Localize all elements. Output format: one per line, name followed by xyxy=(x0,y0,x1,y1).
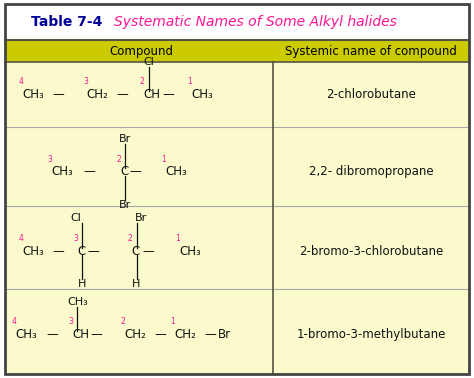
Text: 4: 4 xyxy=(19,234,24,243)
Text: CH₂: CH₂ xyxy=(125,328,146,341)
Text: —: — xyxy=(142,245,154,258)
Text: CH₃: CH₃ xyxy=(179,245,201,258)
Text: 2,2- dibromopropane: 2,2- dibromopropane xyxy=(309,166,433,178)
Text: 3: 3 xyxy=(73,234,78,243)
Text: CH₃: CH₃ xyxy=(16,328,37,341)
Text: 1: 1 xyxy=(171,317,175,326)
Text: —: — xyxy=(83,166,95,178)
Text: H: H xyxy=(132,279,141,289)
Text: —: — xyxy=(205,328,216,341)
Text: 3: 3 xyxy=(83,77,88,86)
Text: 4: 4 xyxy=(12,317,17,326)
Bar xyxy=(5,4,469,40)
Text: CH: CH xyxy=(144,88,161,101)
Text: —: — xyxy=(129,166,141,178)
Bar xyxy=(5,40,469,62)
Bar xyxy=(5,62,469,374)
Text: 1: 1 xyxy=(175,234,180,243)
Text: CH₂: CH₂ xyxy=(174,328,196,341)
Text: Table 7-4: Table 7-4 xyxy=(31,15,102,29)
Text: Systematic Names of Some Alkyl halides: Systematic Names of Some Alkyl halides xyxy=(114,15,397,29)
Text: —: — xyxy=(53,245,64,258)
Text: Br: Br xyxy=(218,328,231,341)
Text: —: — xyxy=(88,245,99,258)
Text: 2-chlorobutane: 2-chlorobutane xyxy=(326,88,416,101)
Text: —: — xyxy=(117,88,128,101)
Text: C: C xyxy=(77,245,85,258)
Text: 4: 4 xyxy=(19,77,24,86)
Text: —: — xyxy=(52,88,64,101)
Text: Br: Br xyxy=(118,134,131,144)
Text: 2-bromo-3-chlorobutane: 2-bromo-3-chlorobutane xyxy=(299,245,443,258)
Text: CH₃: CH₃ xyxy=(165,166,187,178)
Text: 3: 3 xyxy=(69,317,73,326)
Text: CH₂: CH₂ xyxy=(87,88,109,101)
Text: Compound: Compound xyxy=(109,45,173,57)
Text: Br: Br xyxy=(118,200,131,210)
Text: —: — xyxy=(91,328,102,341)
Text: 2: 2 xyxy=(116,155,121,164)
Text: 3: 3 xyxy=(47,155,52,164)
Text: CH: CH xyxy=(73,328,90,341)
Text: —: — xyxy=(163,88,174,101)
Text: Br: Br xyxy=(135,214,147,223)
Text: CH₃: CH₃ xyxy=(191,88,213,101)
Text: C: C xyxy=(120,166,128,178)
Text: —: — xyxy=(155,328,166,341)
Text: CH₃: CH₃ xyxy=(23,88,45,101)
Text: CH₃: CH₃ xyxy=(67,297,88,307)
Text: Cl: Cl xyxy=(144,57,155,67)
Text: CH₃: CH₃ xyxy=(23,245,45,258)
Text: 1-bromo-3-methylbutane: 1-bromo-3-methylbutane xyxy=(296,328,446,341)
Text: Systemic name of compound: Systemic name of compound xyxy=(285,45,457,57)
Text: 2: 2 xyxy=(140,77,145,86)
Text: 1: 1 xyxy=(161,155,166,164)
Text: —: — xyxy=(46,328,58,341)
Text: 2: 2 xyxy=(128,234,133,243)
Text: C: C xyxy=(132,245,140,258)
Text: 1: 1 xyxy=(187,77,192,86)
Text: H: H xyxy=(78,279,86,289)
Text: Cl: Cl xyxy=(71,214,81,223)
Text: CH₃: CH₃ xyxy=(51,166,73,178)
Text: 2: 2 xyxy=(121,317,126,326)
